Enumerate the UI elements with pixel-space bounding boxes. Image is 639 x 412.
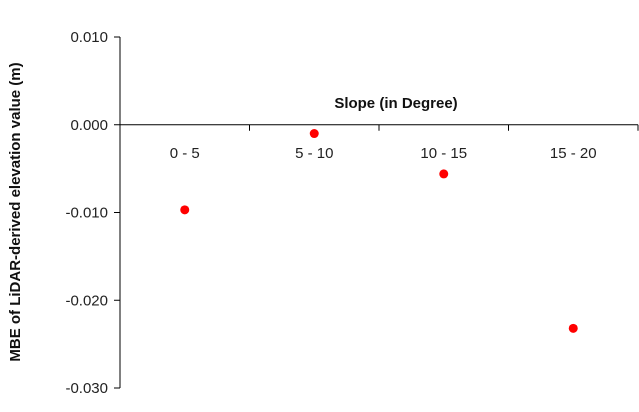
x-tick-label: 0 - 5 <box>170 145 200 162</box>
x-axis-title: Slope (in Degree) <box>334 95 457 112</box>
data-point <box>180 205 190 215</box>
y-tick-label: -0.030 <box>65 380 108 397</box>
data-point <box>309 129 319 139</box>
data-points <box>180 129 578 333</box>
data-point <box>568 323 578 333</box>
y-tick-label: 0.010 <box>70 29 108 46</box>
y-axis-title: MBE of LiDAR-derived elevation value (m) <box>7 62 24 361</box>
y-tick-label: -0.020 <box>65 292 108 309</box>
y-tick-label: -0.010 <box>65 205 108 222</box>
x-tick-label: 15 - 20 <box>550 145 597 162</box>
x-tick-label: 5 - 10 <box>295 145 333 162</box>
x-axis: 0 - 5 5 - 10 10 - 15 15 - 20 <box>119 124 639 162</box>
y-tick-label: 0.000 <box>70 117 108 134</box>
y-axis: 0.010 0.000 -0.010 -0.020 -0.030 <box>65 29 121 397</box>
x-tick-label: 10 - 15 <box>420 145 467 162</box>
data-point <box>439 169 449 179</box>
